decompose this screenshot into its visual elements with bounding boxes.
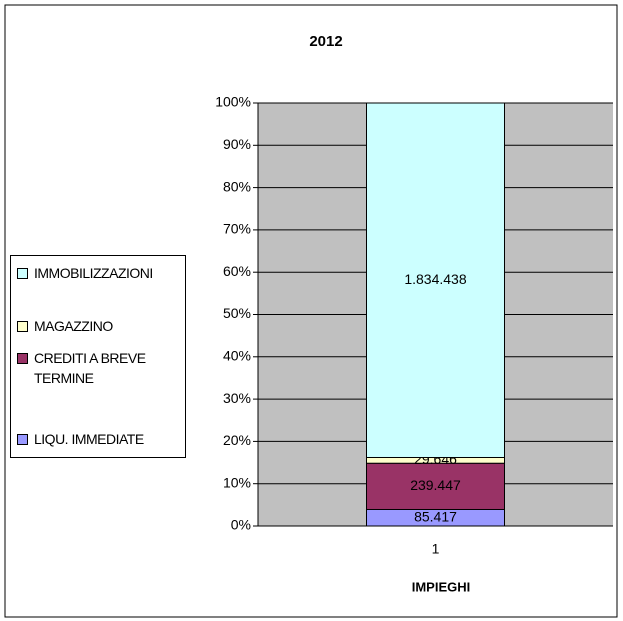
- data-label: 239.447: [410, 477, 461, 493]
- legend-label: IMMOBILIZZAZIONI: [34, 265, 153, 281]
- legend-swatch: [17, 434, 28, 445]
- bar-segment: [366, 462, 505, 510]
- legend-entry: IMMOBILIZZAZIONI: [17, 263, 183, 283]
- legend-entry: MAGAZZINO: [17, 316, 183, 336]
- y-tick-label: 0%: [231, 517, 251, 533]
- x-tick-label: 1: [432, 541, 440, 557]
- y-tick-label: 30%: [223, 390, 251, 406]
- y-tick-label: 90%: [223, 136, 251, 152]
- legend-swatch: [17, 353, 28, 364]
- y-tick-label: 10%: [223, 474, 251, 490]
- legend-entry: CREDITI A BREVE TERMINE: [17, 348, 183, 388]
- data-label: 1.834.438: [404, 271, 466, 287]
- y-tick-label: 60%: [223, 263, 251, 279]
- y-tick-label: 100%: [215, 94, 251, 110]
- legend-label: LIQU. IMMEDIATE: [34, 431, 144, 447]
- legend-swatch: [17, 268, 28, 279]
- data-label: 85.417: [414, 508, 457, 524]
- legend-label: MAGAZZINO: [34, 318, 113, 334]
- y-tick-label: 20%: [223, 432, 251, 448]
- legend: LIQU. IMMEDIATE CREDITI A BREVE TERMINE MA…: [10, 255, 186, 458]
- y-tick-label: 40%: [223, 348, 251, 364]
- legend-swatch: [17, 321, 28, 332]
- bar-segment: [366, 102, 505, 458]
- legend-entry: LIQU. IMMEDIATE: [17, 429, 183, 449]
- y-tick-label: 50%: [223, 305, 251, 321]
- x-axis-title: IMPIEGHI: [412, 579, 471, 594]
- y-tick-label: 70%: [223, 221, 251, 237]
- chart-title: 2012: [309, 33, 342, 50]
- legend-label: CREDITI A BREVE TERMINE: [34, 350, 146, 386]
- y-tick-label: 80%: [223, 178, 251, 194]
